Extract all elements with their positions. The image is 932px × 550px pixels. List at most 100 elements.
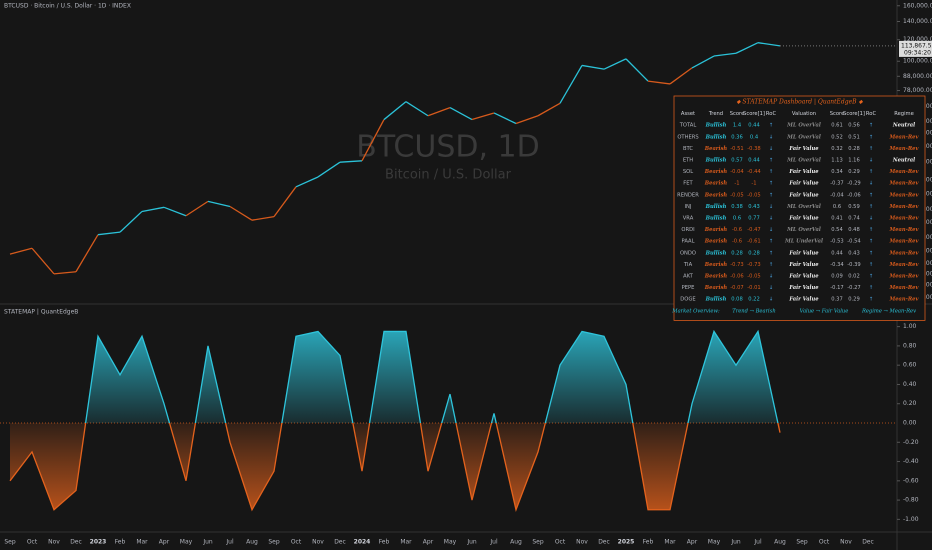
price-segment xyxy=(515,115,539,125)
table-cell: ↑ xyxy=(769,158,773,164)
table-cell: Mean-Rev xyxy=(889,239,920,245)
table-cell: Bullish xyxy=(705,158,727,164)
table-cell: Mean-Rev xyxy=(889,204,920,210)
y-tick-label: -0.60 xyxy=(903,477,919,484)
table-cell: ↑ xyxy=(769,169,773,175)
table-cell: 0.44 xyxy=(748,123,760,129)
y-tick-label: 160,000.00 xyxy=(903,2,932,9)
x-tick-label: Oct xyxy=(27,539,38,546)
table-cell: 0.4 xyxy=(750,134,759,140)
table-cell: Mean-Rev xyxy=(889,169,920,175)
table-cell: AKT xyxy=(683,274,694,280)
table-cell: -0.39 xyxy=(847,262,860,268)
table-cell: Fair Value xyxy=(788,250,819,256)
footer-cell: Value → Fair Value xyxy=(800,308,849,314)
x-tick-label: Dec xyxy=(598,539,610,546)
x-tick-label: Aug xyxy=(774,539,786,546)
table-cell: Mean-Rev xyxy=(889,134,920,140)
table-cell: ↑ xyxy=(769,192,773,198)
table-cell: -0.61 xyxy=(747,239,760,245)
table-cell: ↓ xyxy=(769,227,773,233)
x-tick-label: Sep xyxy=(532,539,544,546)
table-cell: 1.16 xyxy=(848,158,860,164)
table-cell: 0.02 xyxy=(848,274,860,280)
x-tick-label: Dec xyxy=(70,539,82,546)
table-cell: ↑ xyxy=(869,134,873,140)
table-cell: -0.04 xyxy=(730,169,744,175)
table-cell: 1.13 xyxy=(831,158,843,164)
table-cell: ↑ xyxy=(769,123,773,129)
table-cell: -0.29 xyxy=(847,181,860,187)
dashboard: ⬥ STATEMAP Dashboard | QuantEdgeB ⬥ Asset… xyxy=(671,95,926,321)
x-tick-label: Sep xyxy=(4,539,16,546)
price-segment xyxy=(669,67,693,85)
price-segment xyxy=(185,200,209,217)
table-cell: ↑ xyxy=(869,297,873,303)
x-tick-label: Feb xyxy=(115,539,126,546)
table-cell: Mean-Rev xyxy=(889,285,920,291)
table-cell: ML OverVal xyxy=(786,134,821,140)
table-cell: 0.28 xyxy=(848,146,860,152)
table-cell: 0.22 xyxy=(748,297,760,303)
table-cell: Fair Value xyxy=(788,285,819,291)
table-cell: TOTAL xyxy=(679,123,697,129)
price-segment xyxy=(537,102,561,117)
table-cell: ↓ xyxy=(769,146,773,152)
table-cell: Fair Value xyxy=(788,216,819,222)
table-cell: Bullish xyxy=(705,204,727,210)
oscillator-area xyxy=(10,331,780,510)
table-cell: OTHERS xyxy=(677,134,698,140)
price-segment xyxy=(31,247,55,275)
price-segment xyxy=(405,101,429,117)
table-cell: 0.48 xyxy=(848,227,860,233)
table-cell: Bullish xyxy=(705,134,727,140)
table-cell: Mean-Rev xyxy=(889,181,920,187)
table-cell: Neutral xyxy=(892,158,915,164)
table-cell: PEPE xyxy=(682,285,695,291)
table-cell: RENDER xyxy=(677,192,699,198)
table-cell: ONDO xyxy=(680,250,696,256)
x-tick-label: 2025 xyxy=(618,539,635,546)
price-segment xyxy=(757,42,781,47)
price-segment xyxy=(207,200,231,208)
table-cell: ↓ xyxy=(769,204,773,210)
x-tick-label: Jul xyxy=(225,539,234,546)
table-cell: Fair Value xyxy=(788,262,819,268)
table-cell: ↑ xyxy=(869,123,873,129)
table-cell: -0.73 xyxy=(747,262,760,268)
x-tick-label: Dec xyxy=(862,539,874,546)
price-segment xyxy=(251,215,275,221)
x-tick-label: Apr xyxy=(159,539,170,546)
x-tick-label: Feb xyxy=(643,539,654,546)
y-tick-label: 0.80 xyxy=(903,342,917,349)
price-segment xyxy=(581,64,605,70)
y-tick-label: 140,000.00 xyxy=(903,18,932,25)
price-segment xyxy=(53,271,77,275)
table-cell: Bullish xyxy=(705,297,727,303)
table-cell: ML OverVal xyxy=(786,123,821,129)
x-tick-label: Jun xyxy=(730,539,741,546)
price-segment xyxy=(691,55,715,69)
table-cell: ↓ xyxy=(769,297,773,303)
table-cell: ↑ xyxy=(869,204,873,210)
table-cell: ↓ xyxy=(769,216,773,222)
table-cell: ML OverVal xyxy=(786,227,821,233)
table-cell: -0.54 xyxy=(847,239,861,245)
watermark-title: BTCUSD, 1D xyxy=(356,130,539,165)
y-tick-label: 88,000.00 xyxy=(903,73,932,80)
price-segment xyxy=(75,234,99,273)
price-segment xyxy=(361,119,385,162)
table-cell: 0.37 xyxy=(831,297,843,303)
y-tick-label: -0.20 xyxy=(903,439,919,446)
price-segment xyxy=(713,52,737,57)
table-cell: ↑ xyxy=(869,169,873,175)
table-cell: -0.05 xyxy=(730,192,743,198)
table-cell: Bearish xyxy=(704,169,728,175)
table-cell: Mean-Rev xyxy=(889,192,920,198)
column-header: Regime xyxy=(894,111,914,117)
table-cell: ↑ xyxy=(869,239,873,245)
table-cell: Mean-Rev xyxy=(889,227,920,233)
table-cell: -0.01 xyxy=(747,285,760,291)
table-cell: ↓ xyxy=(869,181,873,187)
